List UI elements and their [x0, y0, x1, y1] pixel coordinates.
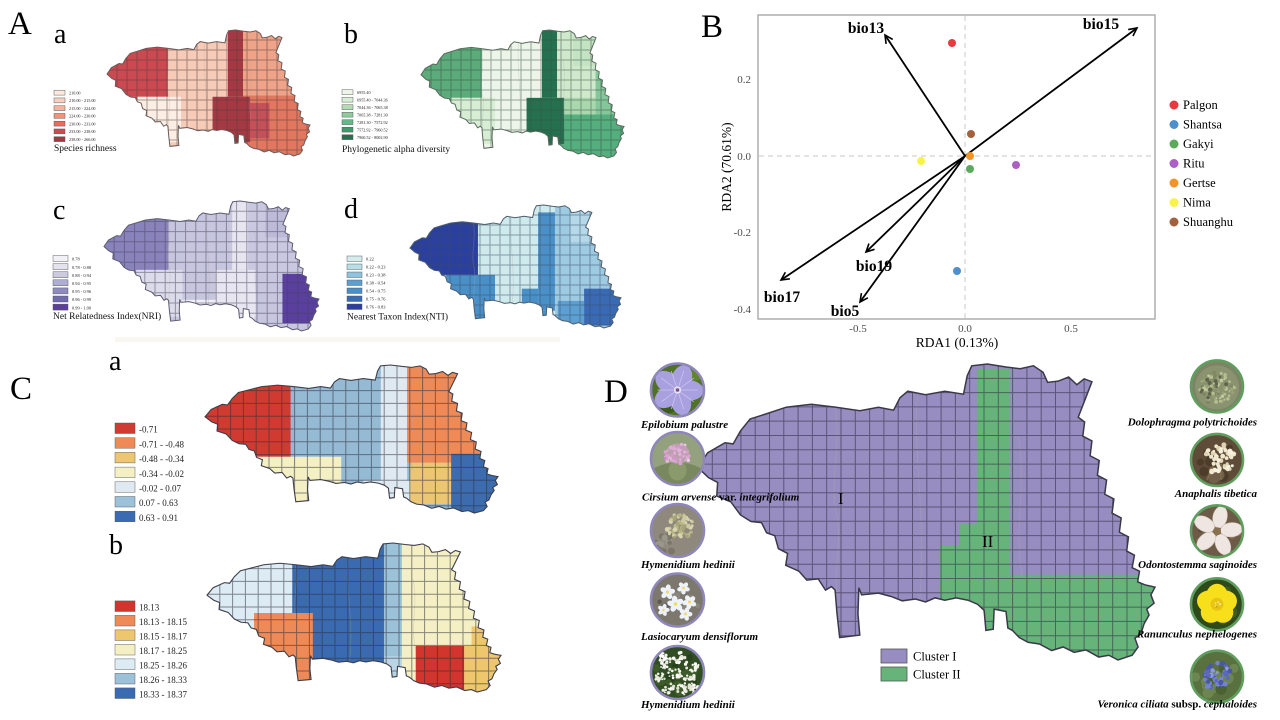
- svg-text:-0.34 - -0.02: -0.34 - -0.02: [139, 469, 184, 479]
- svg-text:230.00 - 233.00: 230.00 - 233.00: [69, 121, 96, 126]
- svg-text:0.75 - 0.76: 0.75 - 0.76: [366, 297, 386, 302]
- svg-text:RDA2 (70.61%): RDA2 (70.61%): [719, 122, 734, 211]
- svg-text:0.54 - 0.75: 0.54 - 0.75: [366, 289, 386, 294]
- svg-text:bio19: bio19: [856, 258, 892, 275]
- svg-text:Shuanghu: Shuanghu: [1183, 215, 1234, 229]
- svg-text:7960.52 - 8002.90: 7960.52 - 8002.90: [357, 135, 388, 140]
- svg-text:6955.40: 6955.40: [357, 90, 371, 95]
- svg-text:-0.2: -0.2: [734, 227, 751, 239]
- svg-text:a: a: [109, 346, 122, 377]
- svg-text:210.00: 210.00: [69, 90, 81, 95]
- svg-text:Ranunculus nephelogenes: Ranunculus nephelogenes: [1136, 629, 1257, 641]
- svg-text:0.94 - 0.95: 0.94 - 0.95: [72, 281, 92, 286]
- svg-text:0.78 - 0.88: 0.78 - 0.88: [72, 265, 92, 270]
- svg-text:0.0: 0.0: [958, 323, 972, 335]
- svg-text:224.00 - 230.00: 224.00 - 230.00: [69, 114, 96, 119]
- svg-text:0.5: 0.5: [1064, 323, 1078, 335]
- svg-text:18.25 - 18.26: 18.25 - 18.26: [139, 661, 187, 671]
- svg-text:18.13 - 18.15: 18.13 - 18.15: [139, 617, 187, 627]
- svg-text:II: II: [982, 532, 994, 551]
- svg-text:0.38 - 0.54: 0.38 - 0.54: [366, 281, 386, 286]
- svg-text:Ritu: Ritu: [1183, 157, 1205, 171]
- svg-text:c: c: [53, 195, 65, 226]
- svg-text:0.76 - 0.83: 0.76 - 0.83: [366, 305, 386, 310]
- svg-text:0.99 - 1.00: 0.99 - 1.00: [72, 305, 92, 310]
- svg-text:0.0: 0.0: [737, 151, 751, 163]
- svg-text:-0.4: -0.4: [734, 304, 752, 316]
- svg-text:7065.38 - 7281.30: 7065.38 - 7281.30: [357, 112, 388, 117]
- svg-text:0.23 - 0.38: 0.23 - 0.38: [366, 273, 386, 278]
- svg-text:bio13: bio13: [848, 20, 884, 37]
- svg-text:233.00 - 238.00: 233.00 - 238.00: [69, 129, 96, 134]
- svg-text:Cluster II: Cluster II: [913, 668, 961, 682]
- svg-text:b: b: [344, 19, 358, 50]
- svg-text:7044.36 - 7065.38: 7044.36 - 7065.38: [357, 105, 388, 110]
- svg-text:A: A: [8, 6, 32, 42]
- svg-text:6955.40 - 7044.36: 6955.40 - 7044.36: [357, 97, 388, 102]
- svg-text:210.00 - 215.00: 210.00 - 215.00: [69, 98, 96, 103]
- svg-text:18.13: 18.13: [139, 603, 160, 613]
- svg-text:18.15 - 18.17: 18.15 - 18.17: [139, 632, 187, 642]
- svg-text:Nima: Nima: [1183, 196, 1211, 210]
- svg-text:0.22 - 0.23: 0.22 - 0.23: [366, 265, 386, 270]
- svg-text:0.78: 0.78: [72, 257, 80, 262]
- svg-text:Dolophragma polytrichoides: Dolophragma polytrichoides: [1127, 417, 1257, 429]
- svg-text:215.00 - 224.00: 215.00 - 224.00: [69, 106, 96, 111]
- svg-text:-0.71: -0.71: [139, 425, 158, 435]
- svg-text:Cluster I: Cluster I: [913, 650, 956, 664]
- svg-text:B: B: [701, 9, 723, 45]
- svg-text:I: I: [838, 489, 844, 508]
- svg-text:-0.5: -0.5: [849, 323, 867, 335]
- svg-text:0.63 - 0.91: 0.63 - 0.91: [139, 513, 178, 523]
- svg-text:Species richness: Species richness: [54, 144, 117, 154]
- svg-text:238.00 - 266.00: 238.00 - 266.00: [69, 137, 96, 142]
- svg-text:0.22: 0.22: [366, 257, 374, 262]
- svg-text:C: C: [10, 371, 32, 407]
- svg-text:Palgon: Palgon: [1183, 98, 1218, 112]
- svg-text:D: D: [604, 374, 628, 410]
- svg-text:Hymenidium hedinii: Hymenidium hedinii: [640, 559, 736, 571]
- svg-text:Anaphalis tibetica: Anaphalis tibetica: [1174, 488, 1258, 500]
- svg-text:bio17: bio17: [764, 289, 800, 306]
- svg-text:RDA1 (0.13%): RDA1 (0.13%): [916, 335, 999, 350]
- svg-text:0.96 - 0.99: 0.96 - 0.99: [72, 297, 92, 302]
- svg-text:-0.71 - -0.48: -0.71 - -0.48: [139, 439, 184, 449]
- svg-text:Net Relatedness Index(NRI): Net Relatedness Index(NRI): [53, 311, 161, 322]
- svg-text:18.26 - 18.33: 18.26 - 18.33: [139, 675, 187, 685]
- svg-text:Gertse: Gertse: [1183, 176, 1216, 190]
- svg-text:Veronica ciliata subsp. cephal: Veronica ciliata subsp. cephaloides: [1097, 699, 1257, 711]
- svg-text:7281.30 - 7572.92: 7281.30 - 7572.92: [357, 120, 388, 125]
- svg-text:-0.02 - 0.07: -0.02 - 0.07: [139, 484, 181, 494]
- svg-text:bio15: bio15: [1083, 16, 1119, 33]
- svg-text:Hymenidium hedinii: Hymenidium hedinii: [640, 699, 736, 711]
- svg-text:0.07 - 0.63: 0.07 - 0.63: [139, 498, 178, 508]
- svg-text:d: d: [344, 194, 358, 225]
- svg-text:bio5: bio5: [831, 303, 860, 320]
- svg-text:7572.92 - 7960.52: 7572.92 - 7960.52: [357, 127, 388, 132]
- svg-text:a: a: [54, 19, 67, 50]
- svg-text:18.17 - 18.25: 18.17 - 18.25: [139, 646, 187, 656]
- svg-text:0.2: 0.2: [737, 74, 751, 86]
- svg-text:Epilobium palustre: Epilobium palustre: [640, 419, 728, 431]
- svg-text:Gakyi: Gakyi: [1183, 137, 1214, 151]
- svg-text:0.88 - 0.94: 0.88 - 0.94: [72, 273, 92, 278]
- svg-text:Shantsa: Shantsa: [1183, 118, 1222, 132]
- svg-text:Cirsium arvense var. integrifo: Cirsium arvense var. integrifolium: [642, 492, 800, 504]
- svg-text:Odontostemma saginoides: Odontostemma saginoides: [1138, 559, 1257, 571]
- svg-text:0.95 - 0.96: 0.95 - 0.96: [72, 289, 92, 294]
- svg-text:18.33 - 18.37: 18.33 - 18.37: [139, 690, 187, 700]
- svg-text:-0.48 - -0.34: -0.48 - -0.34: [139, 454, 184, 464]
- svg-text:Phylogenetic alpha diversity: Phylogenetic alpha diversity: [342, 145, 450, 155]
- svg-text:Nearest Taxon Index(NTI): Nearest Taxon Index(NTI): [347, 312, 448, 323]
- svg-text:Lasiocaryum densiflorum: Lasiocaryum densiflorum: [640, 631, 758, 643]
- svg-text:b: b: [109, 530, 123, 561]
